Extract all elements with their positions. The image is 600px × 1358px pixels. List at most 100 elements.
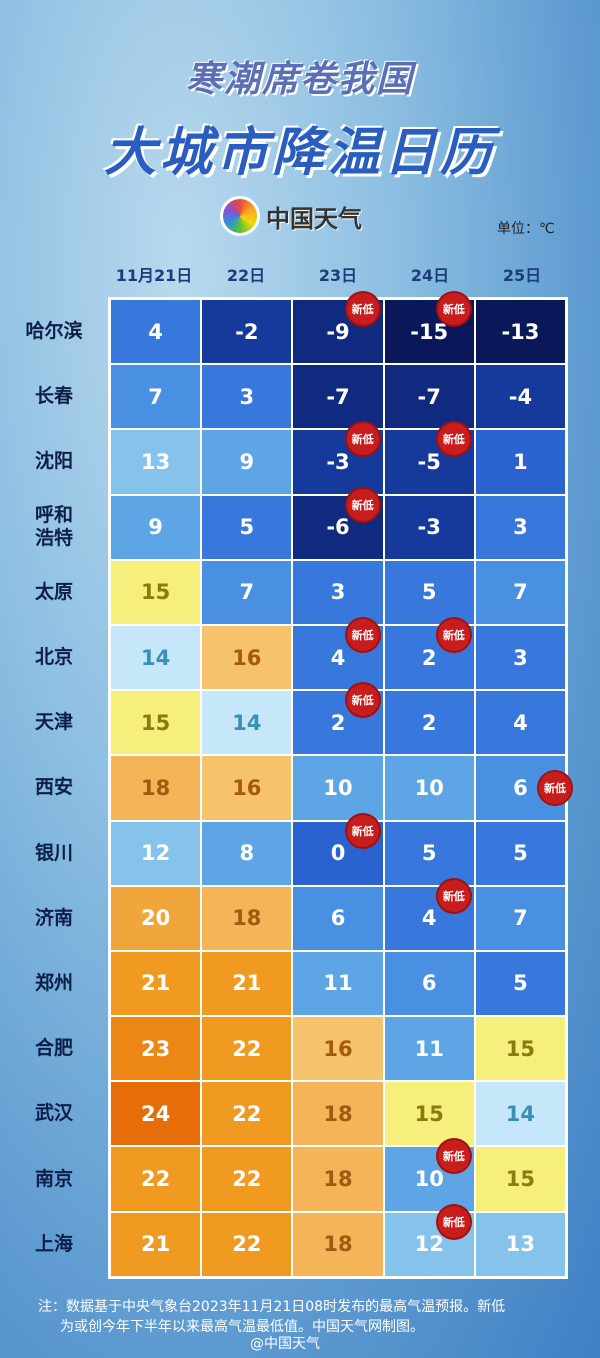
temperature-value: 15 — [505, 1036, 536, 1061]
city-label: 西安 — [34, 776, 73, 799]
temperature-value: 16 — [232, 775, 262, 800]
temperature-value: 2 — [330, 710, 346, 735]
temperature-value: 2 — [421, 645, 437, 670]
new-low-badge: 新低 — [346, 423, 379, 456]
new-low-badge: 新低 — [346, 293, 379, 325]
temperature-value: 7 — [513, 906, 528, 931]
temperature-cell: 22 — [202, 1212, 292, 1276]
date-header: 22日 — [226, 266, 266, 285]
temperature-value: -3 — [417, 515, 441, 540]
temperature-value: 22 — [232, 1101, 262, 1126]
temperature-cell: 15 — [475, 1017, 566, 1081]
new-low-badge: 新低 — [539, 771, 572, 804]
temperature-cell: 18 — [293, 1147, 383, 1211]
temperature-value: 3 — [513, 515, 528, 540]
temperature-cell: 2 新低 — [384, 618, 474, 690]
temperature-value: 7 — [148, 384, 163, 409]
temperature-value: 23 — [140, 1036, 171, 1061]
temperature-value: 21 — [140, 971, 171, 996]
temperature-cell: -6 新低 — [293, 488, 383, 559]
temperature-value: 5 — [239, 515, 255, 540]
temperature-cell: 9 — [111, 495, 201, 559]
city-label: 合肥 — [34, 1037, 73, 1060]
temperature-cell: -2 — [202, 300, 292, 364]
temperature-value: 4 — [421, 906, 437, 931]
temperature-cell: 4 — [475, 691, 566, 755]
table-row: 23 22 16 11 15 — [110, 1016, 566, 1081]
temperature-cell: 14 — [111, 625, 201, 690]
temperature-cell: 22 — [202, 1017, 292, 1081]
title-line1: 寒潮席卷我国 — [185, 59, 414, 100]
temperature-cell: 16 — [293, 1017, 383, 1081]
temperature-value: 22 — [232, 1232, 262, 1257]
city-label: 北京 — [34, 646, 73, 669]
temperature-value: 18 — [323, 1101, 353, 1126]
temperature-cell: -5 新低 — [384, 423, 474, 494]
temperature-value: 7 — [239, 580, 255, 605]
temperature-value: 21 — [232, 971, 262, 996]
temperature-cell: 22 — [202, 1147, 292, 1211]
date-header: 24日 — [410, 266, 450, 285]
city-cell: 哈尔滨 — [0, 299, 108, 364]
temperature-value: -4 — [508, 384, 533, 409]
table-row: 13 9 -3 新低 -5 新低 1 — [110, 423, 566, 494]
table-row: 14 16 4 新低 2 新低 3 — [110, 618, 566, 690]
temperature-value: 20 — [140, 906, 171, 931]
temperature-cell: 7 — [475, 886, 566, 950]
new-low-badge: 新低 — [346, 814, 379, 847]
date-headers: 11月21日 22日 23日 24日 25日 — [108, 262, 568, 286]
new-low-badge: 新低 — [437, 293, 470, 325]
temperature-value: 14 — [505, 1101, 536, 1126]
city-cell: 西安 — [0, 755, 108, 820]
table-row: 21 21 11 6 5 — [110, 951, 566, 1016]
temperature-cell: 2 新低 — [293, 684, 383, 755]
temperature-cell: 11 — [384, 1017, 474, 1081]
city-label: 武汉 — [34, 1102, 73, 1125]
temperature-value: 15 — [414, 1101, 444, 1126]
temperature-cell: 21 — [111, 1212, 201, 1276]
city-cell: 郑州 — [0, 951, 108, 1016]
city-cell: 长春 — [0, 364, 108, 429]
temperature-cell: 0 新低 — [293, 814, 383, 885]
city-cell: 银川 — [0, 821, 108, 886]
temperature-value: 6 — [330, 906, 346, 931]
temperature-value: 4 — [513, 710, 528, 735]
temperature-value: 12 — [414, 1232, 444, 1257]
table-row: 20 18 6 4 新低 7 — [110, 879, 566, 951]
temperature-cell: 16 — [202, 625, 292, 690]
temperature-value: 22 — [232, 1036, 262, 1061]
date-header: 11月21日 — [115, 266, 193, 285]
temperature-cell: 18 — [293, 1212, 383, 1276]
footnote: 注：数据基于中央气象台2023年11月21日08时发布的最高气温预报。新低 为或… — [38, 1297, 578, 1337]
temperature-cell: 22 — [202, 1082, 292, 1146]
temperature-value: 3 — [330, 580, 346, 605]
temperature-value: 18 — [323, 1232, 353, 1257]
new-low-badge: 新低 — [437, 1140, 470, 1173]
temperature-cell: 20 — [111, 886, 201, 950]
table-row: 7 3 -7 -7 -4 — [110, 364, 566, 429]
temperature-value: 18 — [140, 775, 171, 800]
temperature-cell: 12 — [111, 821, 201, 885]
temperature-value: 5 — [513, 971, 528, 996]
temperature-value: 5 — [513, 841, 528, 866]
temperature-value: 13 — [140, 449, 171, 474]
temperature-cell: 1 — [475, 430, 566, 494]
temperature-cell: 7 — [475, 560, 566, 624]
temperature-cell: 9 — [202, 430, 292, 494]
temperature-cell: -4 — [475, 365, 566, 429]
temperature-value: 9 — [239, 449, 255, 474]
temperature-cell: 3 — [475, 625, 566, 690]
temperature-cell: -3 — [384, 495, 474, 559]
temperature-value: -9 — [326, 319, 350, 344]
city-label: 长春 — [34, 385, 73, 408]
temperature-value: -2 — [235, 319, 259, 344]
city-cell: 上海 — [0, 1212, 108, 1277]
city-label: 沈阳 — [34, 450, 73, 473]
temperature-cell: 15 — [111, 691, 201, 755]
temperature-cell: 8 — [202, 821, 292, 885]
temperature-cell: 18 — [293, 1082, 383, 1146]
temperature-cell: 11 — [293, 951, 383, 1016]
city-cell: 天津 — [0, 690, 108, 755]
table-row: 15 14 2 新低 2 4 — [110, 684, 566, 755]
city-cell: 合肥 — [0, 1016, 108, 1081]
